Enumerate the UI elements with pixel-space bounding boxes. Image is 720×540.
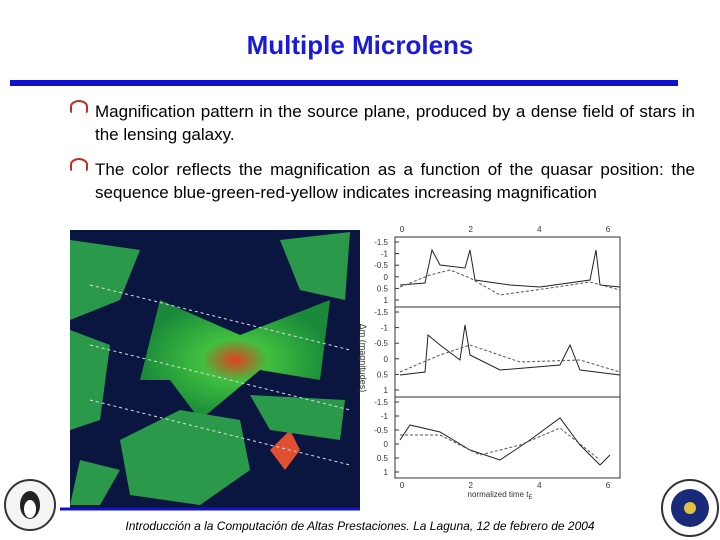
light-curve-plot xyxy=(360,230,640,500)
y-tick-label: 0.5 xyxy=(377,284,389,293)
bullet-icon xyxy=(70,100,88,113)
title-rule xyxy=(10,80,678,86)
y-tick-label: -1 xyxy=(381,324,389,333)
x-tick-label: 2 xyxy=(468,481,473,490)
bullet-text: The color reflects the magnification as … xyxy=(95,160,695,202)
bullet-text: Magnification pattern in the source plan… xyxy=(95,102,695,144)
y-tick-label: 0 xyxy=(384,440,389,449)
y-tick-label: -0.5 xyxy=(374,426,388,435)
y-tick-label: 0.5 xyxy=(377,370,389,379)
y-tick-label: 1 xyxy=(384,386,389,395)
magnification-map xyxy=(70,230,360,510)
logo-left xyxy=(4,479,56,531)
y-tick-label: 0 xyxy=(384,355,389,364)
x-tick-label: 2 xyxy=(468,225,473,234)
footer-text: Introducción a la Computación de Altas P… xyxy=(125,519,595,533)
y-tick-label: -0.5 xyxy=(374,261,388,270)
logo-right xyxy=(661,479,719,537)
x-tick-label: 4 xyxy=(537,225,542,234)
x-tick-label: 4 xyxy=(537,481,542,490)
x-axis-label: normalized time tE xyxy=(468,490,533,501)
x-tick-label: 0 xyxy=(400,481,405,490)
bullet-icon xyxy=(70,158,88,171)
y-tick-label: -1.5 xyxy=(374,238,388,247)
x-tick-label: 6 xyxy=(606,225,611,234)
x-axis-label-sub: E xyxy=(528,495,532,501)
y-axis-label: Δm (magnitudes) xyxy=(358,324,368,393)
y-tick-label: -1 xyxy=(381,412,389,421)
y-tick-label: -1 xyxy=(381,250,389,259)
slide-title: Multiple Microlens xyxy=(246,30,474,60)
y-tick-label: 0 xyxy=(384,273,389,282)
y-tick-label: 1 xyxy=(384,468,389,477)
x-tick-label: 0 xyxy=(400,225,405,234)
x-tick-label: 6 xyxy=(606,481,611,490)
y-tick-label: -1.5 xyxy=(374,308,388,317)
y-tick-label: -0.5 xyxy=(374,339,388,348)
y-tick-label: -1.5 xyxy=(374,398,388,407)
y-tick-label: 1 xyxy=(384,296,389,305)
y-tick-label: 0.5 xyxy=(377,454,389,463)
x-axis-label-text: normalized time t xyxy=(468,490,530,499)
